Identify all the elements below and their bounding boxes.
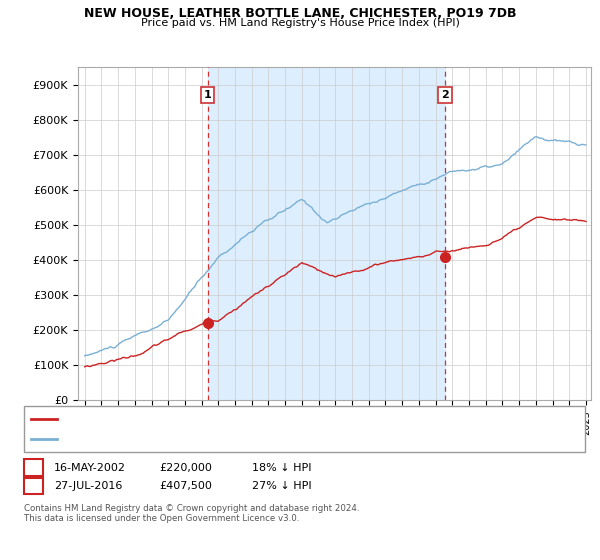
Text: 27% ↓ HPI: 27% ↓ HPI — [252, 481, 311, 491]
Text: Price paid vs. HM Land Registry's House Price Index (HPI): Price paid vs. HM Land Registry's House … — [140, 18, 460, 29]
Bar — [208, 67, 445, 400]
Text: 1: 1 — [204, 90, 212, 100]
Text: 16-MAY-2002: 16-MAY-2002 — [54, 463, 126, 473]
Text: Contains HM Land Registry data © Crown copyright and database right 2024.
This d: Contains HM Land Registry data © Crown c… — [24, 504, 359, 524]
Text: 18% ↓ HPI: 18% ↓ HPI — [252, 463, 311, 473]
Text: NEW HOUSE, LEATHER BOTTLE LANE, CHICHESTER, PO19 7DB (detached house): NEW HOUSE, LEATHER BOTTLE LANE, CHICHEST… — [62, 414, 480, 424]
Text: £407,500: £407,500 — [159, 481, 212, 491]
Text: 2: 2 — [30, 481, 37, 491]
Text: 1: 1 — [30, 463, 37, 473]
Text: HPI: Average price, detached house, Chichester: HPI: Average price, detached house, Chic… — [62, 434, 311, 444]
Text: 27-JUL-2016: 27-JUL-2016 — [54, 481, 122, 491]
Text: £220,000: £220,000 — [159, 463, 212, 473]
Text: NEW HOUSE, LEATHER BOTTLE LANE, CHICHESTER, PO19 7DB: NEW HOUSE, LEATHER BOTTLE LANE, CHICHEST… — [84, 7, 516, 20]
Text: 2: 2 — [441, 90, 449, 100]
